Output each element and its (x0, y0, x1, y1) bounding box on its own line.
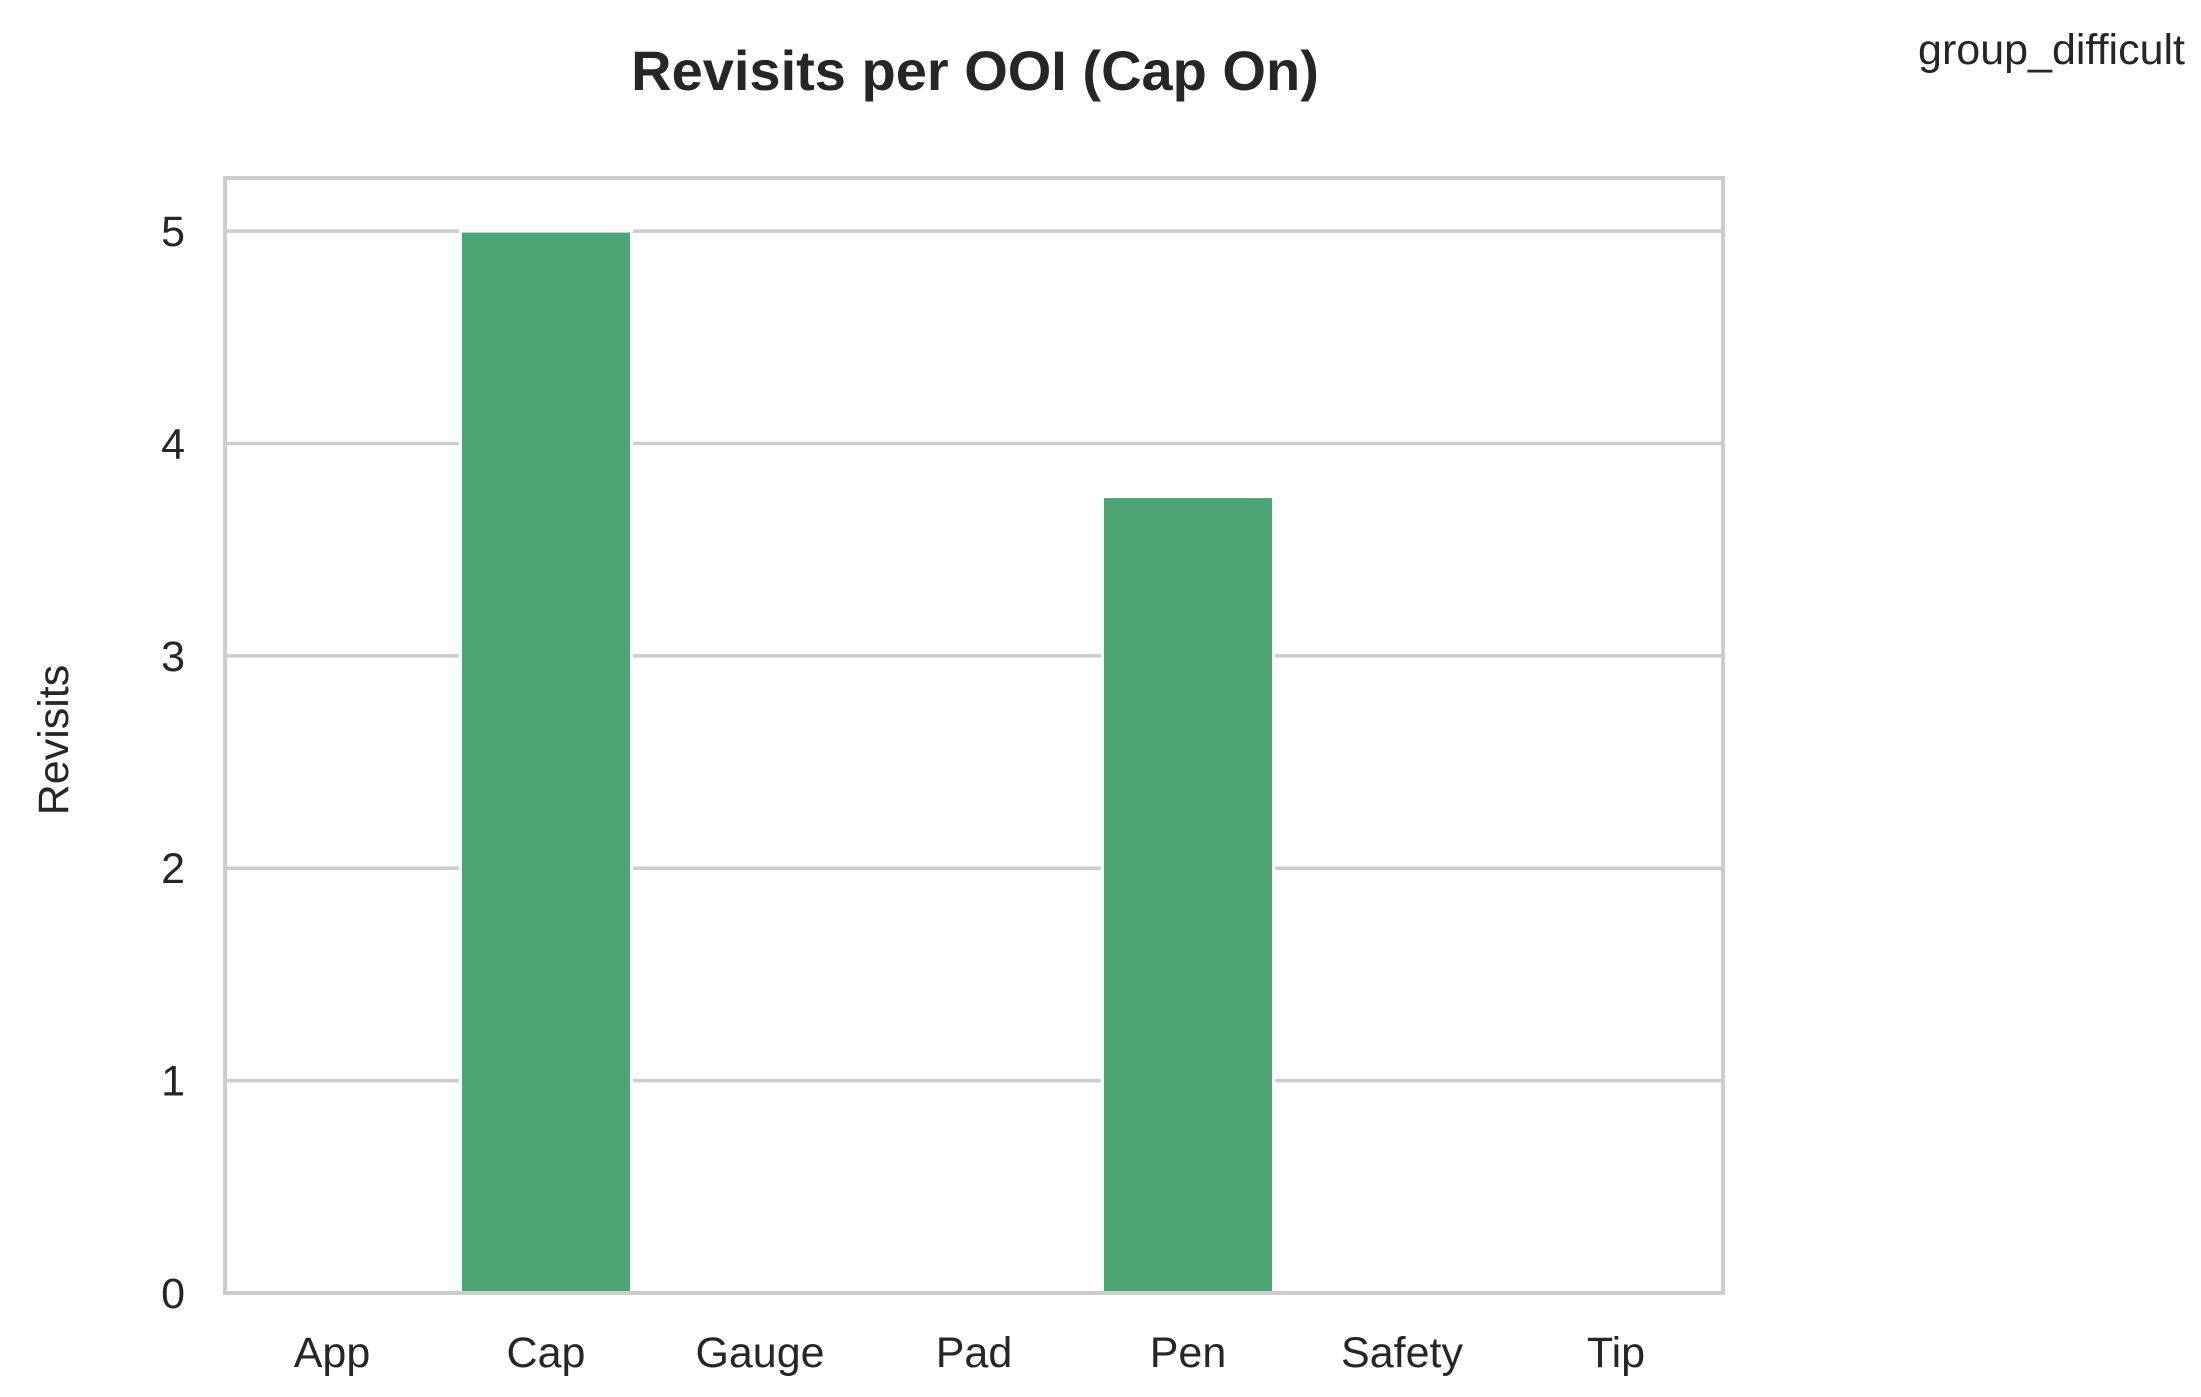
y-axis-label: Revisits (30, 665, 78, 816)
y-tick-label: 2 (161, 845, 185, 893)
y-tick-label: 4 (161, 420, 185, 468)
plot-frame (223, 176, 1725, 1295)
x-tick-label: Pad (936, 1329, 1013, 1377)
bar-cap (458, 229, 634, 1295)
y-tick-label: 0 (161, 1270, 185, 1318)
legend-title: group_difficult (1918, 26, 2185, 74)
grid-lines (225, 229, 1723, 1083)
x-tick-labels: App Cap Gauge Pad Pen Safety Tip (294, 1329, 1645, 1377)
bar-pen (1100, 495, 1276, 1295)
x-tick-label: Gauge (695, 1329, 824, 1377)
y-tick-label: 5 (161, 208, 185, 256)
y-tick-label: 1 (161, 1058, 185, 1106)
bars (458, 229, 1276, 1295)
chart-title: Revisits per OOI (Cap On) (631, 39, 1319, 102)
x-tick-label: Pen (1150, 1329, 1227, 1377)
x-tick-label: Tip (1587, 1329, 1645, 1377)
y-tick-labels: 0 1 2 3 4 5 (161, 208, 185, 1318)
x-tick-label: Cap (507, 1329, 586, 1377)
y-tick-label: 3 (161, 633, 185, 681)
x-tick-label: App (294, 1329, 371, 1377)
x-tick-label: Safety (1341, 1329, 1463, 1377)
